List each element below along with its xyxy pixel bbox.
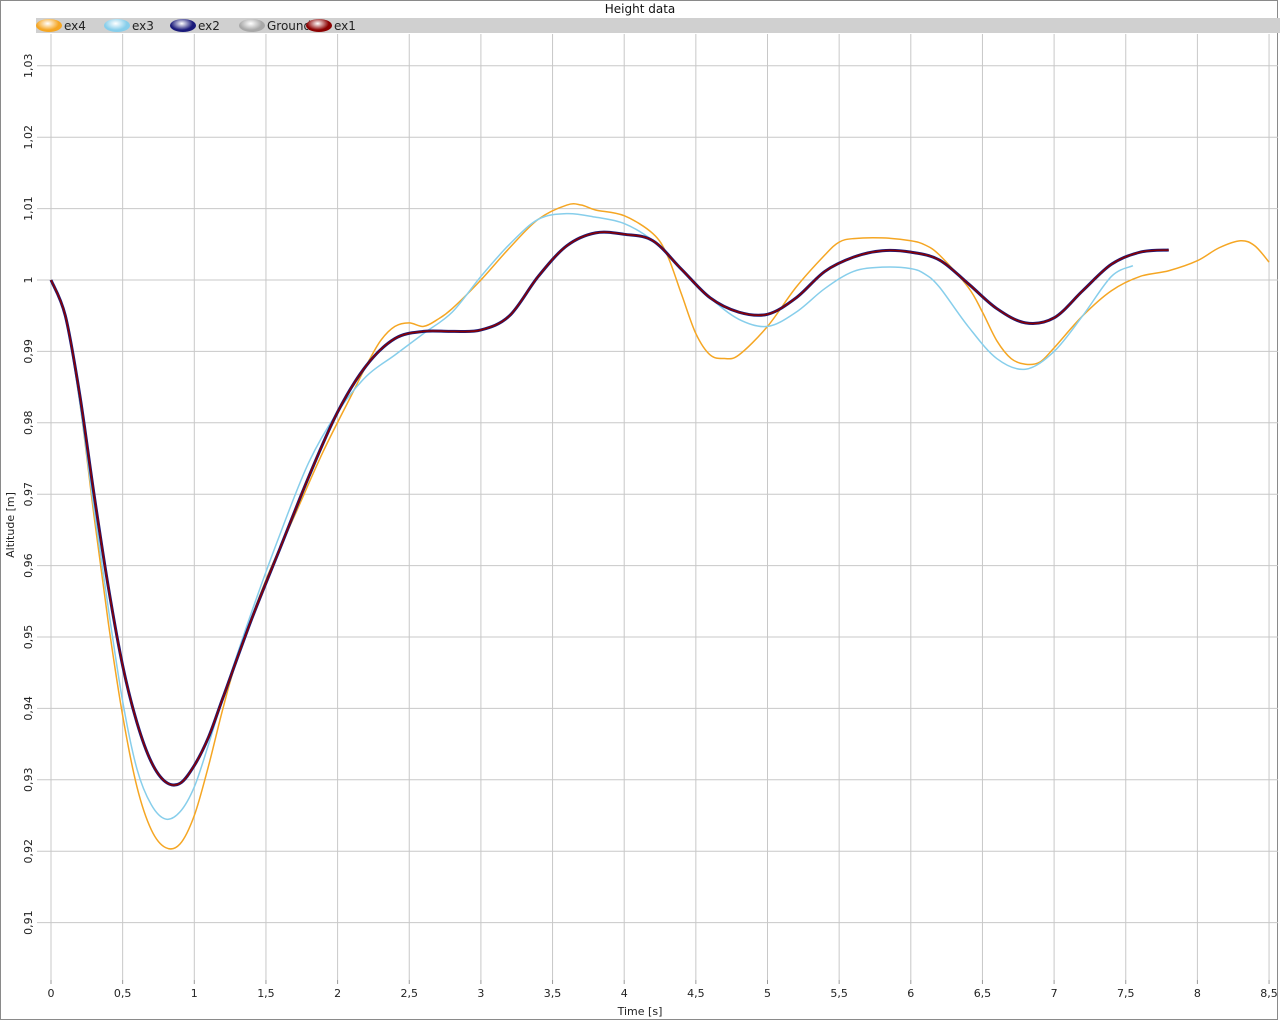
legend-label: ex4: [64, 18, 86, 33]
y-tick-label: 0,95: [22, 625, 35, 650]
y-tick-label: 1,02: [22, 125, 35, 150]
legend-item-ex2: ex2: [170, 18, 220, 33]
y-tick-label: 0,94: [22, 696, 35, 721]
x-axis-title: Time [s]: [617, 1005, 663, 1018]
legend-label: ex2: [198, 18, 220, 33]
legend-swatch-icon: [104, 19, 130, 32]
x-tick-label: 3: [477, 987, 484, 1000]
x-tick-label: 6,5: [974, 987, 992, 1000]
y-tick-label: 1: [22, 277, 35, 284]
legend-item-ex4: ex4: [36, 18, 86, 33]
legend-item-ex3: ex3: [104, 18, 154, 33]
y-tick-label: 0,92: [22, 839, 35, 864]
legend-bar: ex4 ex3 ex2 Ground ex1: [36, 18, 1280, 33]
x-tick-label: 2: [334, 987, 341, 1000]
legend-label: Ground: [267, 18, 312, 33]
legend-item-ex1: ex1: [306, 18, 356, 33]
legend-swatch-icon: [170, 19, 196, 32]
x-tick-label: 0: [48, 987, 55, 1000]
x-tick-label: 7,5: [1117, 987, 1135, 1000]
series-line-ex2: [49, 230, 1169, 787]
x-tick-label: 5,5: [830, 987, 848, 1000]
legend-label: ex1: [334, 18, 356, 33]
y-tick-label: 0,96: [22, 553, 35, 578]
x-tick-label: 4: [621, 987, 628, 1000]
x-tick-label: 2,5: [401, 987, 419, 1000]
chart-title: Height data: [604, 2, 676, 16]
x-tick-label: 1,5: [257, 987, 275, 1000]
x-tick-label: 8,5: [1260, 987, 1278, 1000]
y-tick-label: 1,01: [22, 196, 35, 221]
y-tick-label: 0,91: [22, 910, 35, 935]
x-tick-label: 5: [764, 987, 771, 1000]
legend-swatch-icon: [306, 19, 332, 32]
x-tick-label: 3,5: [544, 987, 562, 1000]
x-tick-label: 6: [907, 987, 914, 1000]
x-tick-label: 7: [1051, 987, 1058, 1000]
legend-swatch-icon: [36, 19, 62, 32]
series-line-ex1: [50, 231, 1169, 786]
series-line-ex3: [50, 212, 1134, 821]
y-tick-label: 0,98: [22, 411, 35, 436]
y-axis-title: Altitude [m]: [4, 492, 17, 558]
series-line-ex4: [50, 203, 1270, 850]
legend-swatch-icon: [239, 19, 265, 32]
x-tick-label: 1: [191, 987, 198, 1000]
y-tick-label: 0,99: [22, 339, 35, 364]
legend-label: ex3: [132, 18, 154, 33]
x-tick-label: 8: [1194, 987, 1201, 1000]
x-tick-label: 4,5: [687, 987, 705, 1000]
y-tick-label: 1,03: [22, 54, 35, 79]
x-tick-label: 0,5: [114, 987, 132, 1000]
y-tick-label: 0,97: [22, 482, 35, 507]
y-tick-label: 0,93: [22, 768, 35, 793]
legend-item-ground: Ground: [239, 18, 311, 33]
